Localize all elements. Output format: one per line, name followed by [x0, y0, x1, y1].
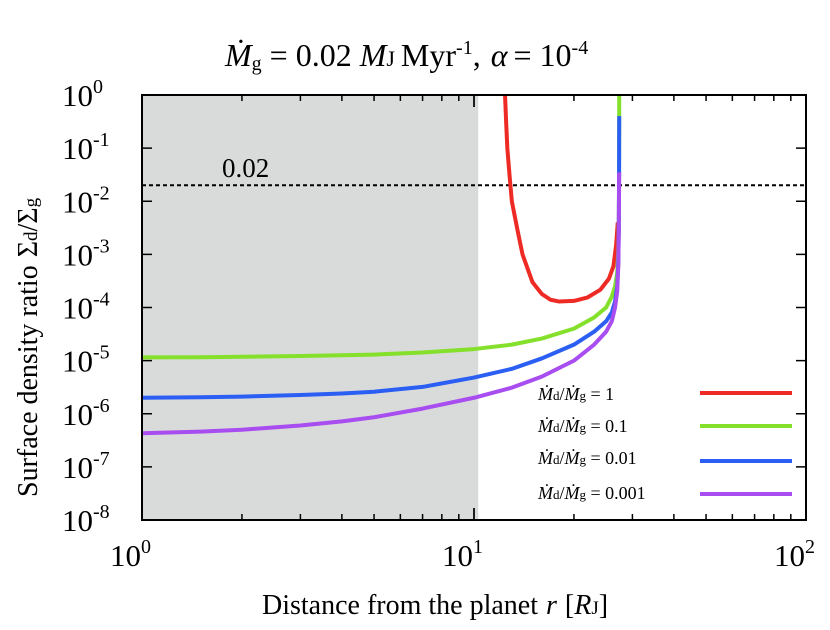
y-tick-label-8: 10-8	[62, 501, 110, 538]
y-tick-label-7: 10-7	[62, 448, 110, 485]
xlabel-R-sub: J	[591, 598, 598, 619]
xlabel-main: Distance from the planet	[262, 590, 538, 621]
y-tick-label-1: 10-1	[62, 129, 110, 166]
ylabel-sigma1: Σ	[13, 241, 44, 257]
xlabel-r: r	[546, 590, 557, 621]
y-tick-label-5: 10-5	[62, 342, 110, 379]
series-line-3	[141, 172, 622, 436]
xlabel-open: [	[565, 590, 574, 621]
y-tick-labels: 100 10-1 10-2 10-3 10-4 10-5 10-6 10-7 10-8	[62, 76, 110, 538]
legend-label-2: Ṁd/Ṁg = 0.01	[537, 448, 637, 468]
title-mass-unit: M	[359, 37, 389, 73]
title-alpha: α	[491, 37, 509, 73]
x-tick-labels: 100 101 102	[110, 536, 815, 573]
ylabel-slash: /	[13, 224, 44, 232]
y-axis-title: Surface density ratioΣd/Σg	[13, 197, 44, 497]
chart-title: Ṁg = 0.02 MJ Myr-1, α = 10-4	[224, 37, 588, 75]
legend-label-1: Ṁd/Ṁg = 0.1	[537, 416, 628, 436]
xlabel-close: ]	[599, 590, 608, 621]
title-equals-value: = 0.02	[270, 37, 352, 73]
x-tick-label-0: 100	[110, 536, 151, 573]
y-tick-label-0: 100	[62, 76, 103, 113]
series-line-0	[503, 94, 620, 304]
legend-label-0: Ṁd/Ṁg = 1	[537, 384, 614, 404]
legend: Ṁd/Ṁg = 1 Ṁd/Ṁg = 0.1 Ṁd/Ṁg = 0.01 Ṁd/Ṁg…	[537, 384, 792, 503]
ylabel-sub2: g	[21, 197, 42, 207]
y-tick-label-4: 10-4	[62, 289, 110, 326]
legend-label-3: Ṁd/Ṁg = 0.001	[537, 483, 646, 503]
x-tick-label-1: 101	[442, 536, 483, 573]
y-tick-label-6: 10-6	[62, 395, 110, 432]
shaded-region	[142, 95, 479, 520]
y-tick-label-2: 10-2	[62, 182, 110, 219]
title-time-exp: -1	[456, 37, 473, 59]
title-mdot: Ṁ	[224, 37, 254, 73]
x-axis-title: Distance from the planet r [RJ]	[262, 590, 608, 621]
ylabel-sigma2: Σ	[13, 207, 44, 223]
title-mass-sub: J	[386, 46, 395, 71]
xlabel-R: R	[573, 590, 591, 621]
series-lines	[141, 94, 622, 436]
title-time-unit: Myr	[401, 37, 456, 73]
ylabel-main: Surface density ratio	[13, 265, 44, 497]
x-tick-label-2: 102	[774, 536, 815, 573]
ylabel-sub1: d	[21, 231, 42, 241]
title-alpha-exp: -4	[572, 37, 589, 59]
reference-line-label: 0.02	[222, 153, 269, 183]
title-mdot-sub: g	[252, 53, 262, 75]
title-alpha-eq: = 10	[514, 37, 572, 73]
title-comma: ,	[473, 37, 481, 73]
plot-frame	[141, 94, 807, 521]
y-tick-label-3: 10-3	[62, 235, 110, 272]
